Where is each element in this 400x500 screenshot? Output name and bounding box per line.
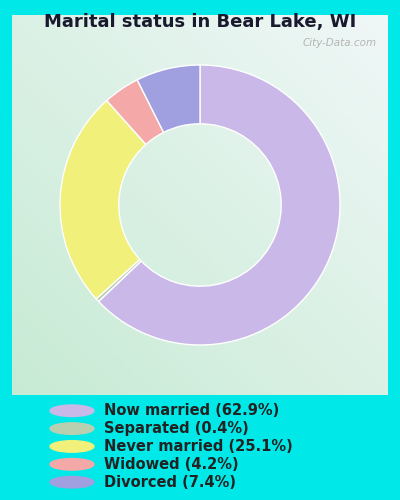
Wedge shape	[60, 100, 146, 299]
Text: Widowed (4.2%): Widowed (4.2%)	[104, 457, 239, 472]
Wedge shape	[96, 260, 141, 302]
Circle shape	[50, 458, 94, 470]
Text: Separated (0.4%): Separated (0.4%)	[104, 421, 249, 436]
Circle shape	[50, 423, 94, 434]
Text: City-Data.com: City-Data.com	[302, 38, 377, 48]
Text: Marital status in Bear Lake, WI: Marital status in Bear Lake, WI	[44, 13, 356, 31]
Circle shape	[50, 476, 94, 488]
Circle shape	[50, 405, 94, 416]
Wedge shape	[137, 65, 200, 132]
Wedge shape	[98, 65, 340, 345]
Text: Now married (62.9%): Now married (62.9%)	[104, 403, 279, 418]
Text: Divorced (7.4%): Divorced (7.4%)	[104, 474, 236, 490]
Circle shape	[50, 440, 94, 452]
Text: Never married (25.1%): Never married (25.1%)	[104, 439, 293, 454]
Wedge shape	[107, 80, 164, 144]
